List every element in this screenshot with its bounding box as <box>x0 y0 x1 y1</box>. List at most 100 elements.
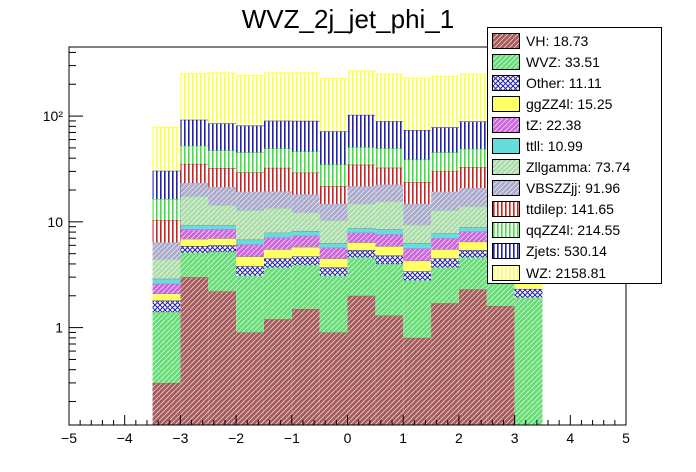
bar-segment <box>152 170 181 200</box>
x-tick-label: 0 <box>344 430 352 446</box>
bar-segment <box>263 148 292 168</box>
y-tick-label: 1 <box>55 320 63 336</box>
legend-swatch <box>492 180 520 197</box>
bar-segment <box>208 225 237 230</box>
bar-segment <box>291 308 320 425</box>
legend-swatch <box>492 116 520 133</box>
bar-segment <box>375 121 404 149</box>
bar-segment <box>403 225 432 244</box>
bar-segment <box>236 332 264 425</box>
bar-segment <box>152 127 181 171</box>
bar-segment <box>403 243 432 249</box>
bar-segment <box>152 283 181 294</box>
bar-segment <box>375 229 404 235</box>
bar-segment <box>236 244 264 257</box>
bar-segment <box>375 255 404 264</box>
bar-segment <box>319 78 348 132</box>
bar-segment <box>458 227 487 232</box>
bar-segment <box>319 243 348 248</box>
bar-segment <box>263 319 292 425</box>
legend-swatch <box>492 159 520 176</box>
legend-label: ttdilep: 141.65 <box>526 201 614 218</box>
bar-segment <box>431 191 459 211</box>
legend-label: VH: 18.73 <box>526 32 589 49</box>
bar-segment <box>486 306 515 425</box>
legend-entry: ttll: 10.99 <box>492 135 661 156</box>
bar-segment <box>431 127 459 153</box>
bar-segment <box>458 257 487 290</box>
x-axis: −5 −4 −3 −2 −1 0 1 2 3 4 5 <box>61 415 630 446</box>
chart-title: WVZ_2j_jet_phi_1 <box>241 4 455 34</box>
bar-segment <box>152 382 181 425</box>
legend-label: VBSZZjj: 91.96 <box>526 180 621 197</box>
bar-segment <box>236 152 264 173</box>
bar-segment <box>180 163 209 183</box>
bar-segment <box>236 275 264 333</box>
legend-label: tZ: 22.38 <box>526 116 582 133</box>
legend-entry: VH: 18.73 <box>492 30 661 51</box>
legend-label: ggZZ4l: 15.25 <box>526 95 613 112</box>
bar-segment <box>208 245 237 252</box>
bar-segment <box>263 208 292 233</box>
bar-segment <box>291 194 320 213</box>
bar-segment <box>431 152 459 171</box>
bar-segment <box>291 230 320 236</box>
legend-swatch <box>492 264 520 281</box>
bar-segment <box>208 150 237 168</box>
bar-segment <box>263 120 292 149</box>
legend-entry: ggZZ4l: 15.25 <box>492 93 661 114</box>
legend-entry: Zllgamma: 73.74 <box>492 157 661 178</box>
bar-segment <box>458 250 487 258</box>
bar-segment <box>319 164 348 187</box>
bar-segment <box>291 235 320 247</box>
bar-segment <box>263 191 292 209</box>
bar-segment <box>347 232 376 243</box>
legend-swatch <box>492 74 520 91</box>
x-tick-label: −2 <box>228 430 244 446</box>
bar-segment <box>208 205 237 226</box>
bar-segment <box>263 232 292 238</box>
bar-segment <box>208 291 237 425</box>
bar-segment <box>347 186 376 205</box>
legend-entry: qqZZ4l: 214.55 <box>492 220 661 241</box>
x-tick-label: 4 <box>566 430 574 446</box>
bar-segment <box>152 312 181 383</box>
x-tick-label: −1 <box>284 430 300 446</box>
legend-label: ttll: 10.99 <box>526 138 583 155</box>
bar-segment <box>458 167 487 188</box>
bar-segment <box>236 191 264 211</box>
bar-segment <box>403 203 432 226</box>
bar-segment <box>431 258 459 268</box>
bar-segment <box>319 247 348 259</box>
bar-segment <box>208 251 237 292</box>
bar-segment <box>347 204 376 229</box>
bar-segment <box>319 332 348 425</box>
legend-swatch <box>492 222 520 239</box>
bar-segment <box>236 75 264 126</box>
bar-segment <box>208 187 237 206</box>
x-tick-label: 1 <box>399 430 407 446</box>
bar-segment <box>180 277 209 425</box>
bar-segment <box>403 337 432 425</box>
bar-segment <box>375 246 404 256</box>
legend-entry: VBSZZjj: 91.96 <box>492 178 661 199</box>
bar-segment <box>180 73 209 120</box>
x-tick-label: −5 <box>61 430 77 446</box>
legend-swatch <box>492 53 520 70</box>
bar-segment <box>319 203 348 221</box>
bar-segment <box>319 258 348 268</box>
legend-entry: Zjets: 530.14 <box>492 241 661 262</box>
bar-segment <box>403 182 432 204</box>
bar-segment <box>291 256 320 266</box>
bar-segment <box>263 73 292 121</box>
legend-label: WZ: 2158.81 <box>526 264 607 281</box>
bar-segment <box>208 229 237 239</box>
bar-segment <box>236 210 264 240</box>
y-axis: 1 10 10² <box>43 51 83 403</box>
bar-segment <box>375 184 404 202</box>
bar-segment <box>152 242 181 260</box>
bar-segment <box>403 260 432 272</box>
bar-segment <box>431 170 459 192</box>
bar-segment <box>263 249 292 259</box>
legend: VH: 18.73 WVZ: 33.51 Other: 11.11 ggZZ4l: 1… <box>487 27 662 284</box>
